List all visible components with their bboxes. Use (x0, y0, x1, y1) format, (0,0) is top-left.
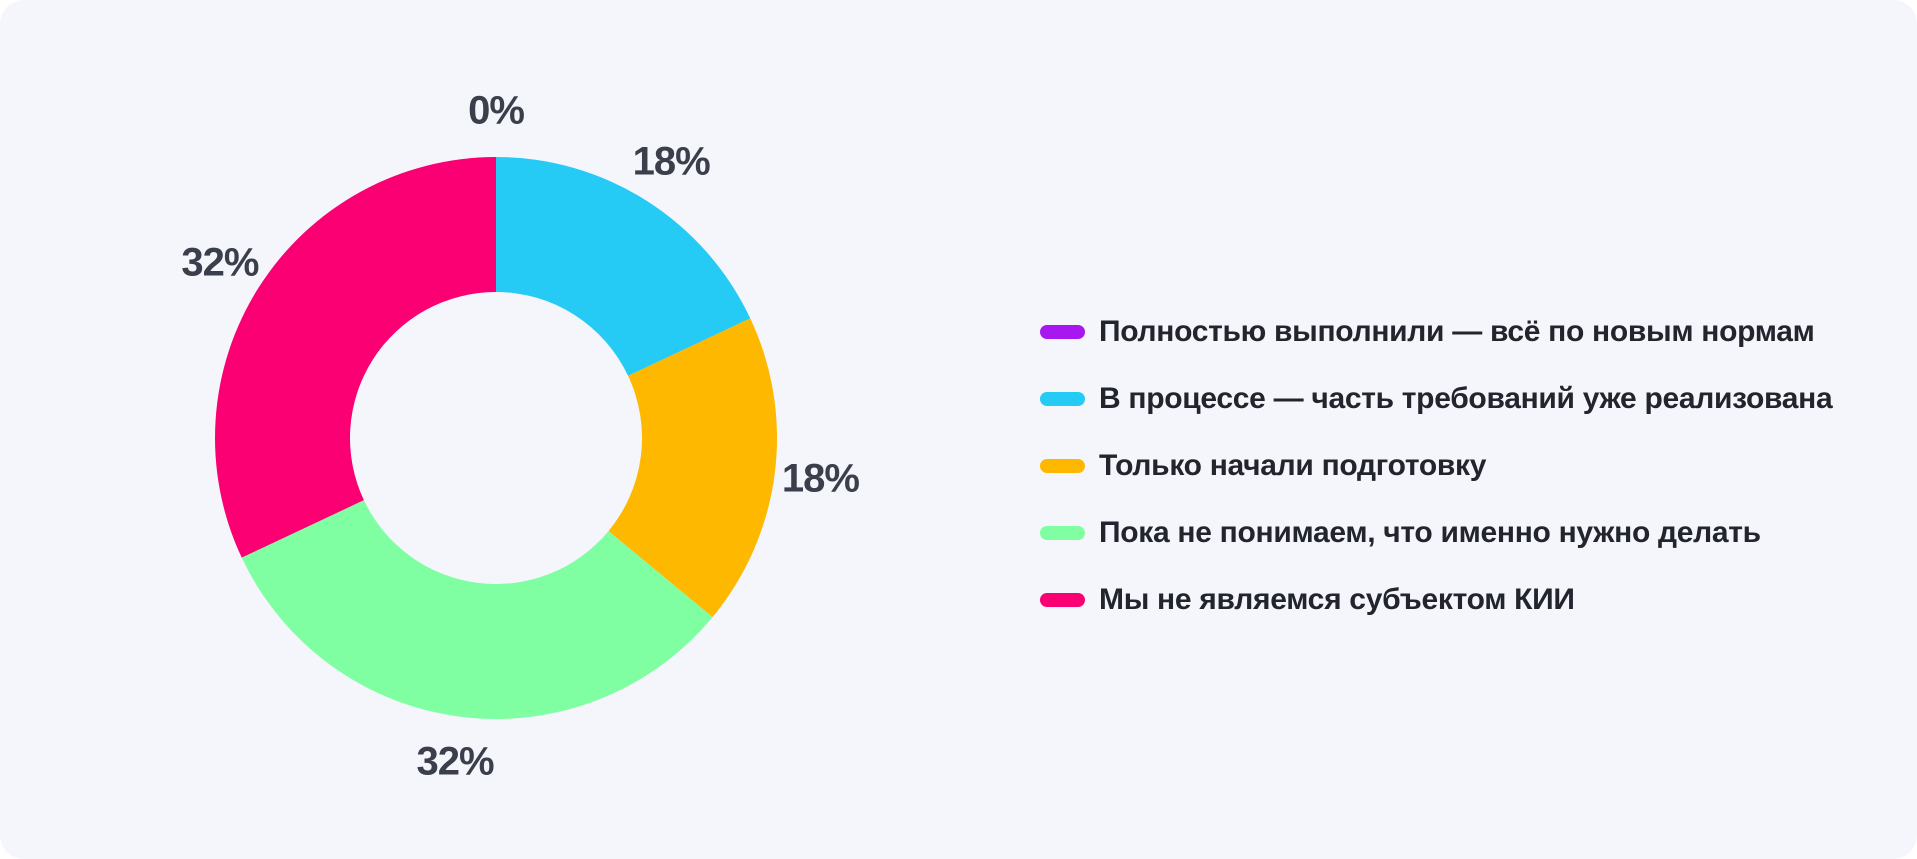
legend-item-2: Только начали подготовку (1040, 447, 1832, 485)
legend: Полностью выполнили — всё по новым норма… (1040, 313, 1833, 619)
percent-label-3: 32% (416, 739, 494, 784)
legend-label: В процессе — часть требований уже реализ… (1099, 382, 1833, 415)
percent-label-0: 0% (468, 88, 525, 133)
donut-slice-1 (496, 157, 751, 376)
legend-label: Мы не являемся субъектом КИИ (1099, 583, 1575, 616)
legend-label: Полностью выполнили — всё по новым норма… (1099, 315, 1815, 348)
legend-item-0: Полностью выполнили — всё по новым норма… (1040, 313, 1832, 351)
percent-label-1: 18% (632, 139, 711, 184)
percent-label-4: 32% (181, 240, 259, 285)
legend-swatch-icon (1040, 593, 1085, 607)
legend-swatch-icon (1040, 325, 1085, 339)
percent-label-2: 18% (781, 456, 860, 501)
legend-label: Только начали подготовку (1099, 449, 1487, 482)
donut-slice-4 (214, 157, 496, 558)
legend-label: Пока не понимаем, что именно нужно делат… (1099, 516, 1761, 549)
legend-swatch-icon (1040, 526, 1085, 540)
donut-slice-3 (241, 500, 713, 720)
legend-item-4: Мы не являемся субъектом КИИ (1040, 581, 1832, 619)
legend-item-3: Пока не понимаем, что именно нужно делат… (1040, 514, 1832, 552)
legend-item-1: В процессе — часть требований уже реализ… (1040, 380, 1833, 418)
donut-slice-2 (608, 318, 777, 618)
legend-swatch-icon (1040, 392, 1085, 406)
legend-swatch-icon (1040, 459, 1085, 473)
